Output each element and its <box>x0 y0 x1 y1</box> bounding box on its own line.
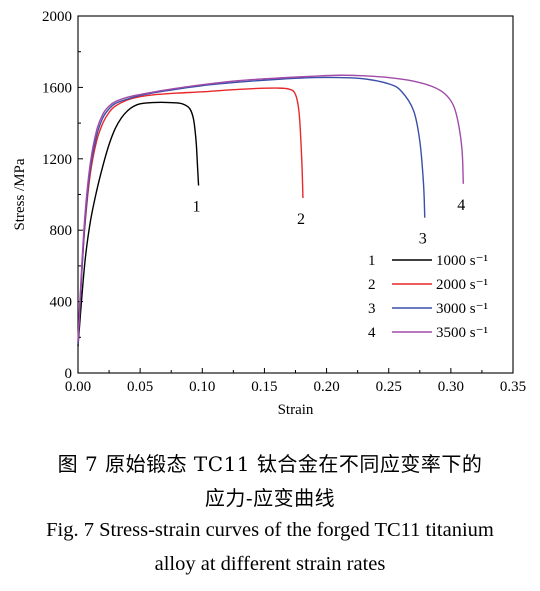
legend-label-3: 3000 s⁻¹ <box>436 301 488 317</box>
curve-label-3: 3 <box>419 231 427 248</box>
y-tick-label: 1600 <box>42 80 72 96</box>
y-tick-label: 2000 <box>42 9 72 25</box>
x-tick-label: 0.00 <box>65 379 91 395</box>
series-line-4 <box>77 74 464 342</box>
curve-number-labels: 1 2 3 4 <box>193 197 466 248</box>
caption-chinese-line-1: 图 7 原始锻态 TC11 钛合金在不同应变率下的 <box>57 452 483 476</box>
caption-english-line-1: Fig. 7 Stress-strain curves of the forge… <box>46 519 494 541</box>
legend-number-1: 1 <box>368 253 376 269</box>
x-tick-label: 0.25 <box>376 379 402 395</box>
x-axis-title: Strain <box>278 402 314 418</box>
series-line-1 <box>77 101 200 347</box>
legend-number-4: 4 <box>368 325 376 341</box>
legend-label-4: 3500 s⁻¹ <box>436 325 488 341</box>
y-tick-label: 0 <box>65 366 73 382</box>
axis-ticks: 0.00 0.05 0.10 0.15 0.20 0.25 0.30 0.35 0 400 800 1… <box>42 9 526 395</box>
plot-axes <box>77 15 514 374</box>
x-tick-label: 0.30 <box>438 379 464 395</box>
x-tick-label: 0.10 <box>189 379 215 395</box>
stress-strain-chart: 0.00 0.05 0.10 0.15 0.20 0.25 0.30 0.35 0 400 800 1… <box>12 9 526 418</box>
chart-legend: 1 1000 s⁻¹ 2 2000 s⁻¹ 3 3000 s⁻¹ 4 3500 s⁻¹ <box>368 253 488 341</box>
legend-label-1: 1000 s⁻¹ <box>436 253 488 269</box>
x-tick-label: 0.15 <box>251 379 277 395</box>
x-tick-label: 0.05 <box>127 379 153 395</box>
curve-label-2: 2 <box>297 211 305 228</box>
x-tick-label: 0.20 <box>313 379 339 395</box>
chart-series <box>77 74 464 347</box>
caption-english-line-2: alloy at different strain rates <box>154 553 386 575</box>
y-tick-label: 800 <box>50 223 73 239</box>
legend-number-2: 2 <box>368 277 376 293</box>
series-line-3 <box>77 76 426 345</box>
legend-label-2: 2000 s⁻¹ <box>436 277 488 293</box>
y-tick-label: 400 <box>50 295 73 311</box>
legend-number-3: 3 <box>368 301 376 317</box>
x-tick-label: 0.35 <box>500 379 526 395</box>
caption-chinese-line-2: 应力-应变曲线 <box>204 486 336 510</box>
series-line-2 <box>77 87 304 343</box>
curve-label-1: 1 <box>193 199 201 216</box>
curve-label-4: 4 <box>457 197 465 214</box>
y-axis-title: Stress /MPa <box>12 158 28 230</box>
plot-frame <box>77 15 514 374</box>
y-tick-label: 1200 <box>42 152 72 168</box>
